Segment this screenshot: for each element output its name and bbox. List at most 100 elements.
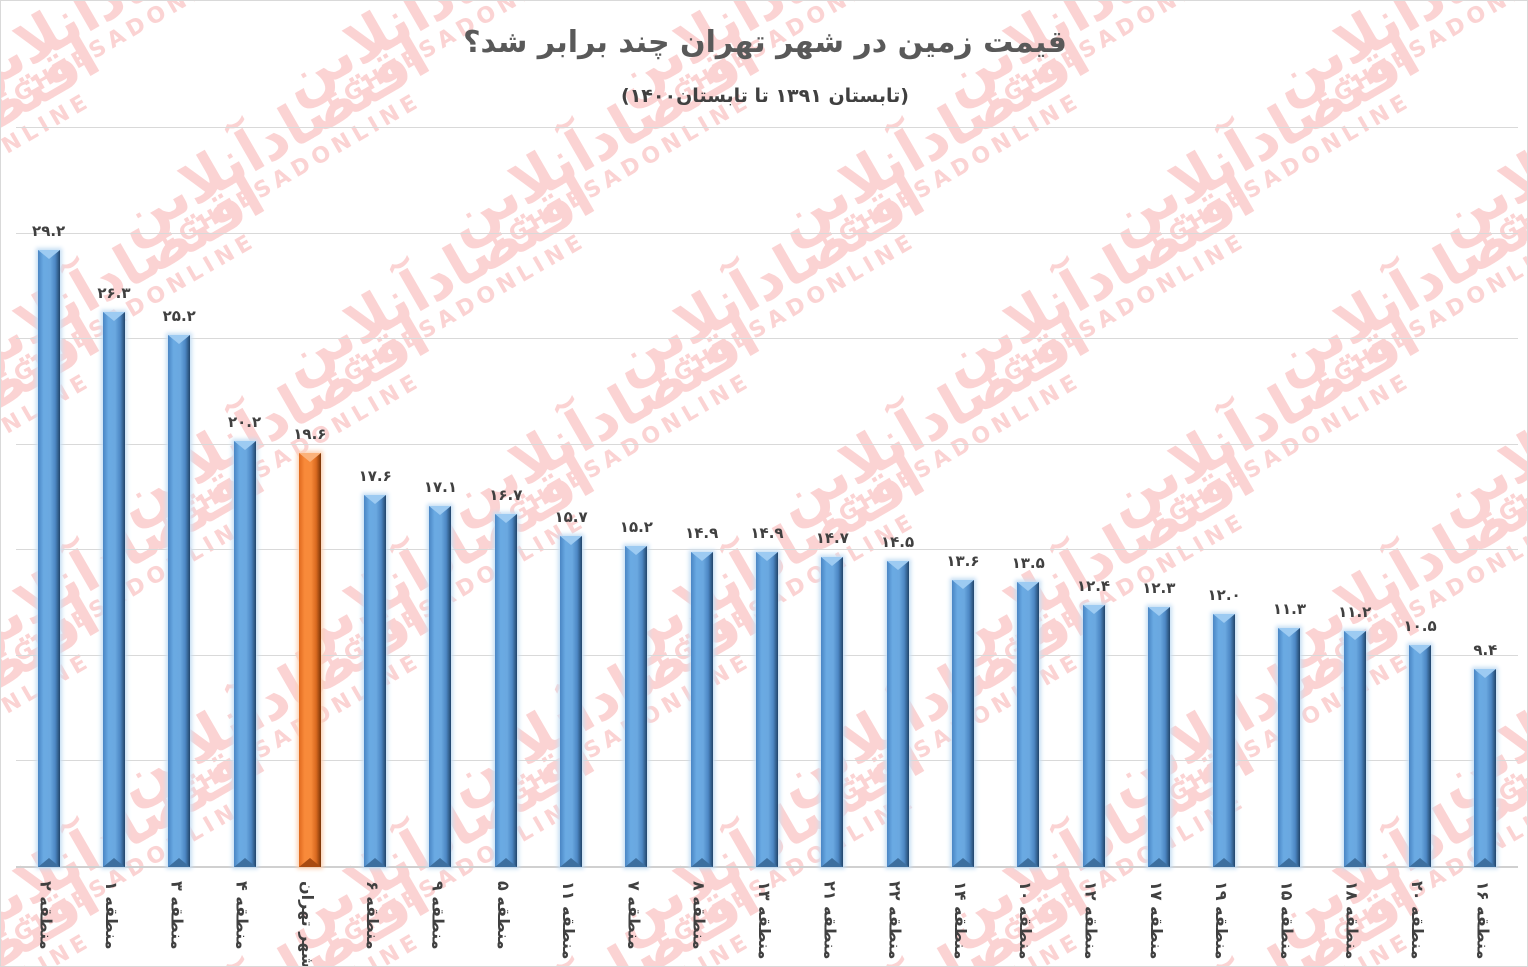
x-tick-label: منطقه ۱۱ — [559, 881, 589, 963]
bar-highlight — [298, 453, 321, 867]
value-label: ۲۰.۲ — [227, 412, 262, 431]
bar-group: ۲۵.۲ — [163, 307, 196, 868]
category-label: منطقه ۲ — [36, 881, 56, 950]
category-label: منطقه ۸ — [689, 881, 709, 950]
value-label: ۱۰.۵ — [1403, 617, 1437, 636]
value-label: ۲۶.۳ — [97, 283, 131, 302]
watermark-text-en: EGHTESADONLINE — [652, 0, 921, 118]
x-tick-label: منطقه ۴ — [233, 881, 263, 963]
x-tick-label: منطقه ۸ — [690, 881, 720, 963]
value-label: ۱۴.۵ — [881, 532, 915, 551]
value-label: ۱۲.۰ — [1207, 585, 1241, 604]
x-tick-label: شهر تهران — [298, 881, 328, 966]
value-label: ۱۵.۲ — [619, 518, 653, 537]
bar — [364, 495, 387, 867]
bar-group: ۱۴.۵ — [881, 533, 914, 868]
bar — [102, 311, 125, 868]
bar — [1343, 630, 1366, 868]
gridline — [16, 443, 1518, 445]
category-label: منطقه ۵ — [493, 881, 513, 950]
x-tick-label: منطقه ۱۲ — [1082, 881, 1112, 963]
category-label: منطقه ۱۹ — [1212, 881, 1232, 960]
value-label: ۱۵.۷ — [554, 507, 588, 526]
bar-group: ۱۲.۰ — [1208, 586, 1241, 868]
bar-group: ۱۹.۶ — [293, 425, 326, 867]
bar — [37, 250, 60, 867]
bar — [1213, 613, 1236, 868]
bar — [494, 514, 517, 867]
category-label: منطقه ۴ — [232, 881, 252, 950]
bar-group: ۹.۴ — [1473, 641, 1497, 868]
category-label: منطقه ۱۲ — [1081, 881, 1101, 960]
x-tick-label: منطقه ۱ — [102, 881, 132, 963]
bar — [821, 556, 844, 868]
bar-group: ۲۰.۲ — [228, 413, 261, 867]
bar — [560, 535, 583, 868]
category-label: منطقه ۷ — [624, 881, 644, 950]
gridline — [16, 338, 1518, 340]
bar — [233, 440, 256, 867]
bar — [429, 505, 452, 868]
category-label: منطقه ۲۲ — [885, 881, 905, 960]
bar-group: ۱۷.۶ — [359, 467, 392, 867]
bar — [1017, 581, 1040, 868]
bar — [1474, 668, 1497, 868]
value-label: ۱۹.۶ — [293, 425, 327, 444]
category-label: منطقه ۱۷ — [1146, 881, 1166, 960]
bar-group: ۱۴.۹ — [685, 524, 718, 867]
value-label: ۱۱.۳ — [1272, 600, 1306, 619]
value-label: ۱۴.۹ — [685, 524, 719, 543]
bar-group: ۱۱.۲ — [1338, 603, 1371, 868]
bar — [951, 579, 974, 868]
value-label: ۲۵.۲ — [162, 306, 196, 325]
chart-title: قیمت زمین در شهر تهران چند برابر شد؟ — [463, 25, 1067, 60]
x-tick-label: منطقه ۹ — [428, 881, 458, 963]
category-label: منطقه ۱۳ — [755, 881, 774, 960]
bar — [1409, 645, 1432, 867]
watermark-text-fa: اقتصادآنلاین — [764, 862, 1101, 966]
bar — [1147, 607, 1170, 867]
category-label: منطقه ۲۱ — [820, 881, 840, 960]
value-label: ۱۲.۴ — [1076, 577, 1111, 596]
chart-subtitle: (تابستان ۱۳۹۱ تا تابستان۱۴۰۰) — [621, 85, 909, 107]
bar — [690, 552, 713, 867]
x-tick-label: منطقه ۲۰ — [1408, 881, 1438, 963]
value-label: ۱۴.۷ — [815, 528, 849, 547]
value-label: ۱۴.۹ — [750, 524, 784, 543]
watermark-text-en: EGHTESADONLINE — [0, 0, 261, 118]
value-label: ۱۳.۶ — [946, 551, 980, 570]
category-label: منطقه ۱ — [101, 881, 121, 950]
x-axis-line — [16, 866, 1518, 868]
x-tick-label: منطقه ۲۲ — [886, 881, 916, 963]
bar-group: ۱۲.۴ — [1077, 577, 1110, 867]
category-label: منطقه ۱۴ — [950, 881, 970, 960]
x-tick-label: منطقه ۱۹ — [1212, 881, 1242, 963]
value-label: ۱۱.۲ — [1338, 602, 1372, 621]
x-tick-label: منطقه ۱۸ — [1343, 881, 1373, 963]
bar-group: ۱۴.۹ — [750, 524, 784, 867]
gridline — [16, 549, 1518, 551]
x-tick-label: منطقه ۶ — [363, 881, 393, 963]
x-tick-label: منطقه ۱۷ — [1147, 881, 1177, 963]
value-label: ۱۳.۵ — [1011, 553, 1045, 572]
category-label: منطقه ۱۶ — [1473, 881, 1493, 960]
bar — [1082, 605, 1105, 867]
category-label: منطقه ۱۱ — [559, 881, 579, 960]
bar — [168, 334, 191, 868]
bar-group: ۱۳.۵ — [1012, 554, 1045, 868]
category-label: منطقه ۱۰ — [1016, 881, 1036, 960]
bar-group: ۱۵.۲ — [620, 518, 653, 867]
watermark-text-en: EGHTESADONLINE — [322, 0, 591, 118]
x-tick-label: منطقه ۲۱ — [820, 881, 850, 963]
x-tick-label: منطقه ۱۶ — [1473, 881, 1503, 963]
category-label: منطقه ۹ — [428, 881, 448, 950]
bar-group: ۱۷.۱ — [424, 478, 457, 868]
value-label: ۹.۴ — [1473, 640, 1498, 659]
category-label: شهر تهران — [297, 881, 317, 967]
